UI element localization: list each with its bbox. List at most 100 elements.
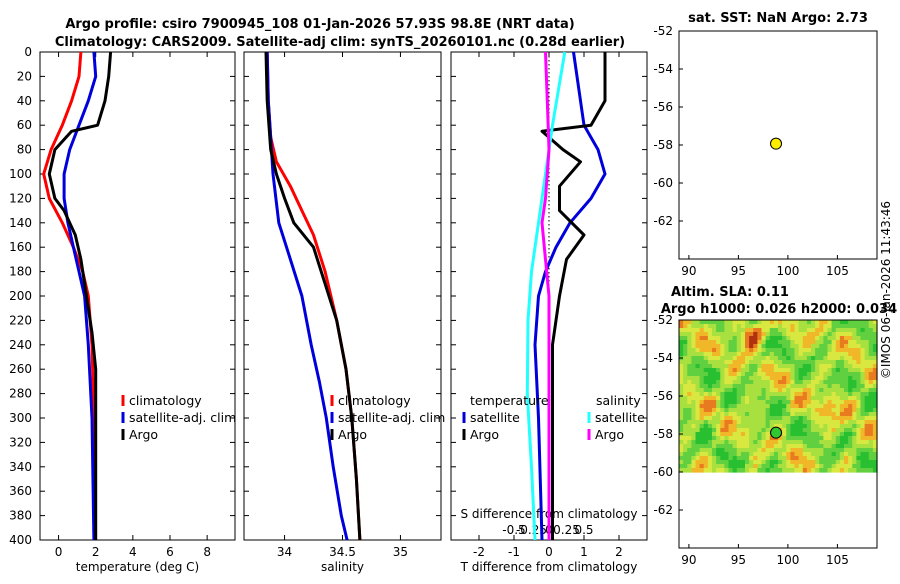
sla-cell: [778, 460, 783, 465]
sla-cell: [827, 408, 833, 413]
y-tick-label: -54: [653, 351, 673, 365]
sla-cell: [765, 372, 771, 377]
sla-cell: [687, 408, 692, 413]
sla-cell: [790, 324, 796, 329]
sla-cell: [687, 444, 692, 449]
sla-cell: [823, 388, 829, 393]
sla-cell: [860, 380, 866, 385]
sla-cell: [790, 440, 796, 445]
sla-cell: [844, 452, 849, 457]
sla-cell: [728, 352, 734, 357]
sla-cell: [720, 352, 725, 357]
sla-cell: [728, 468, 734, 473]
sla-cell: [848, 388, 853, 393]
sla-cell: [839, 444, 845, 449]
sla-cell: [720, 400, 725, 405]
sla-cell: [720, 348, 725, 353]
sla-cell: [835, 460, 841, 465]
sla-cell: [815, 412, 820, 417]
sla-cell: [806, 436, 812, 441]
sla-cell: [687, 328, 692, 333]
sla-cell: [827, 368, 833, 373]
sla-cell: [712, 340, 717, 345]
sla-cell: [740, 448, 746, 453]
sla-cell: [856, 424, 862, 429]
sla-cell: [745, 356, 750, 361]
sla-cell: [778, 444, 783, 449]
sla-cell: [740, 432, 746, 437]
y-tick-label: 400: [9, 533, 32, 547]
sla-cell: [856, 388, 862, 393]
sla-cell: [753, 432, 758, 437]
sla-cell: [749, 412, 754, 417]
sla-cell: [790, 432, 796, 437]
sla-cell: [778, 416, 783, 421]
sla-cell: [707, 456, 713, 461]
sla-cell: [856, 324, 862, 329]
sla-cell: [765, 424, 771, 429]
sla-cell: [761, 404, 767, 409]
sla-cell: [691, 336, 697, 341]
sla-cell: [707, 464, 713, 469]
sla-cell: [868, 456, 874, 461]
sla-cell: [736, 380, 742, 385]
sla-cell: [864, 416, 870, 421]
sla-cell: [683, 400, 688, 405]
sla-cell: [716, 440, 721, 445]
sla-cell: [831, 420, 837, 425]
sla-cell: [773, 332, 779, 337]
sla-cell: [852, 428, 857, 433]
sla-cell: [864, 436, 870, 441]
sla-cell: [802, 376, 808, 381]
y-tick-label: 280: [9, 387, 32, 401]
sla-cell: [679, 400, 684, 405]
sla-cell: [691, 340, 697, 345]
sla-cell: [683, 348, 688, 353]
sla-cell: [778, 360, 783, 365]
sla-cell: [848, 428, 853, 433]
sla-cell: [798, 448, 804, 453]
sla-cell: [831, 328, 837, 333]
sla-cell: [848, 336, 853, 341]
sla-cell: [782, 328, 787, 333]
sla-cell: [839, 416, 845, 421]
sla-cell: [794, 364, 800, 369]
sla-cell: [736, 328, 742, 333]
sla-cell: [864, 324, 870, 329]
sla-cell: [778, 400, 783, 405]
sla-cell: [745, 452, 750, 457]
sla-cell: [703, 424, 709, 429]
sla-cell: [823, 392, 829, 397]
sla-cell: [806, 320, 812, 325]
sla-cell: [732, 448, 738, 453]
sla-cell: [749, 384, 754, 389]
sla-cell: [798, 428, 804, 433]
sla-cell: [835, 356, 841, 361]
sla-cell: [724, 324, 730, 329]
sla-cell: [872, 440, 878, 445]
sla-cell: [819, 444, 824, 449]
sla-cell: [835, 464, 841, 469]
sla-cell: [827, 420, 833, 425]
sla-cell: [745, 412, 750, 417]
sla-cell: [749, 408, 754, 413]
sla-cell: [732, 404, 738, 409]
sla-cell: [782, 452, 787, 457]
sla-cell: [815, 448, 820, 453]
y-tick-label: 220: [9, 313, 32, 327]
sla-cell: [687, 396, 692, 401]
sla-cell: [852, 452, 857, 457]
sla-cell: [848, 456, 853, 461]
sla-cell: [831, 404, 837, 409]
sla-cell: [753, 352, 758, 357]
sla-cell: [856, 436, 862, 441]
x-axis-label: salinity: [321, 560, 364, 574]
sla-cell: [745, 328, 750, 333]
sla-cell: [699, 436, 705, 441]
argo-height-title: Argo h1000: 0.026 h2000: 0.034: [661, 302, 897, 317]
sla-cell: [765, 380, 771, 385]
sla-cell: [720, 356, 725, 361]
sla-cell: [852, 424, 857, 429]
x-tick-label: 90: [681, 264, 696, 278]
sla-cell: [806, 460, 812, 465]
